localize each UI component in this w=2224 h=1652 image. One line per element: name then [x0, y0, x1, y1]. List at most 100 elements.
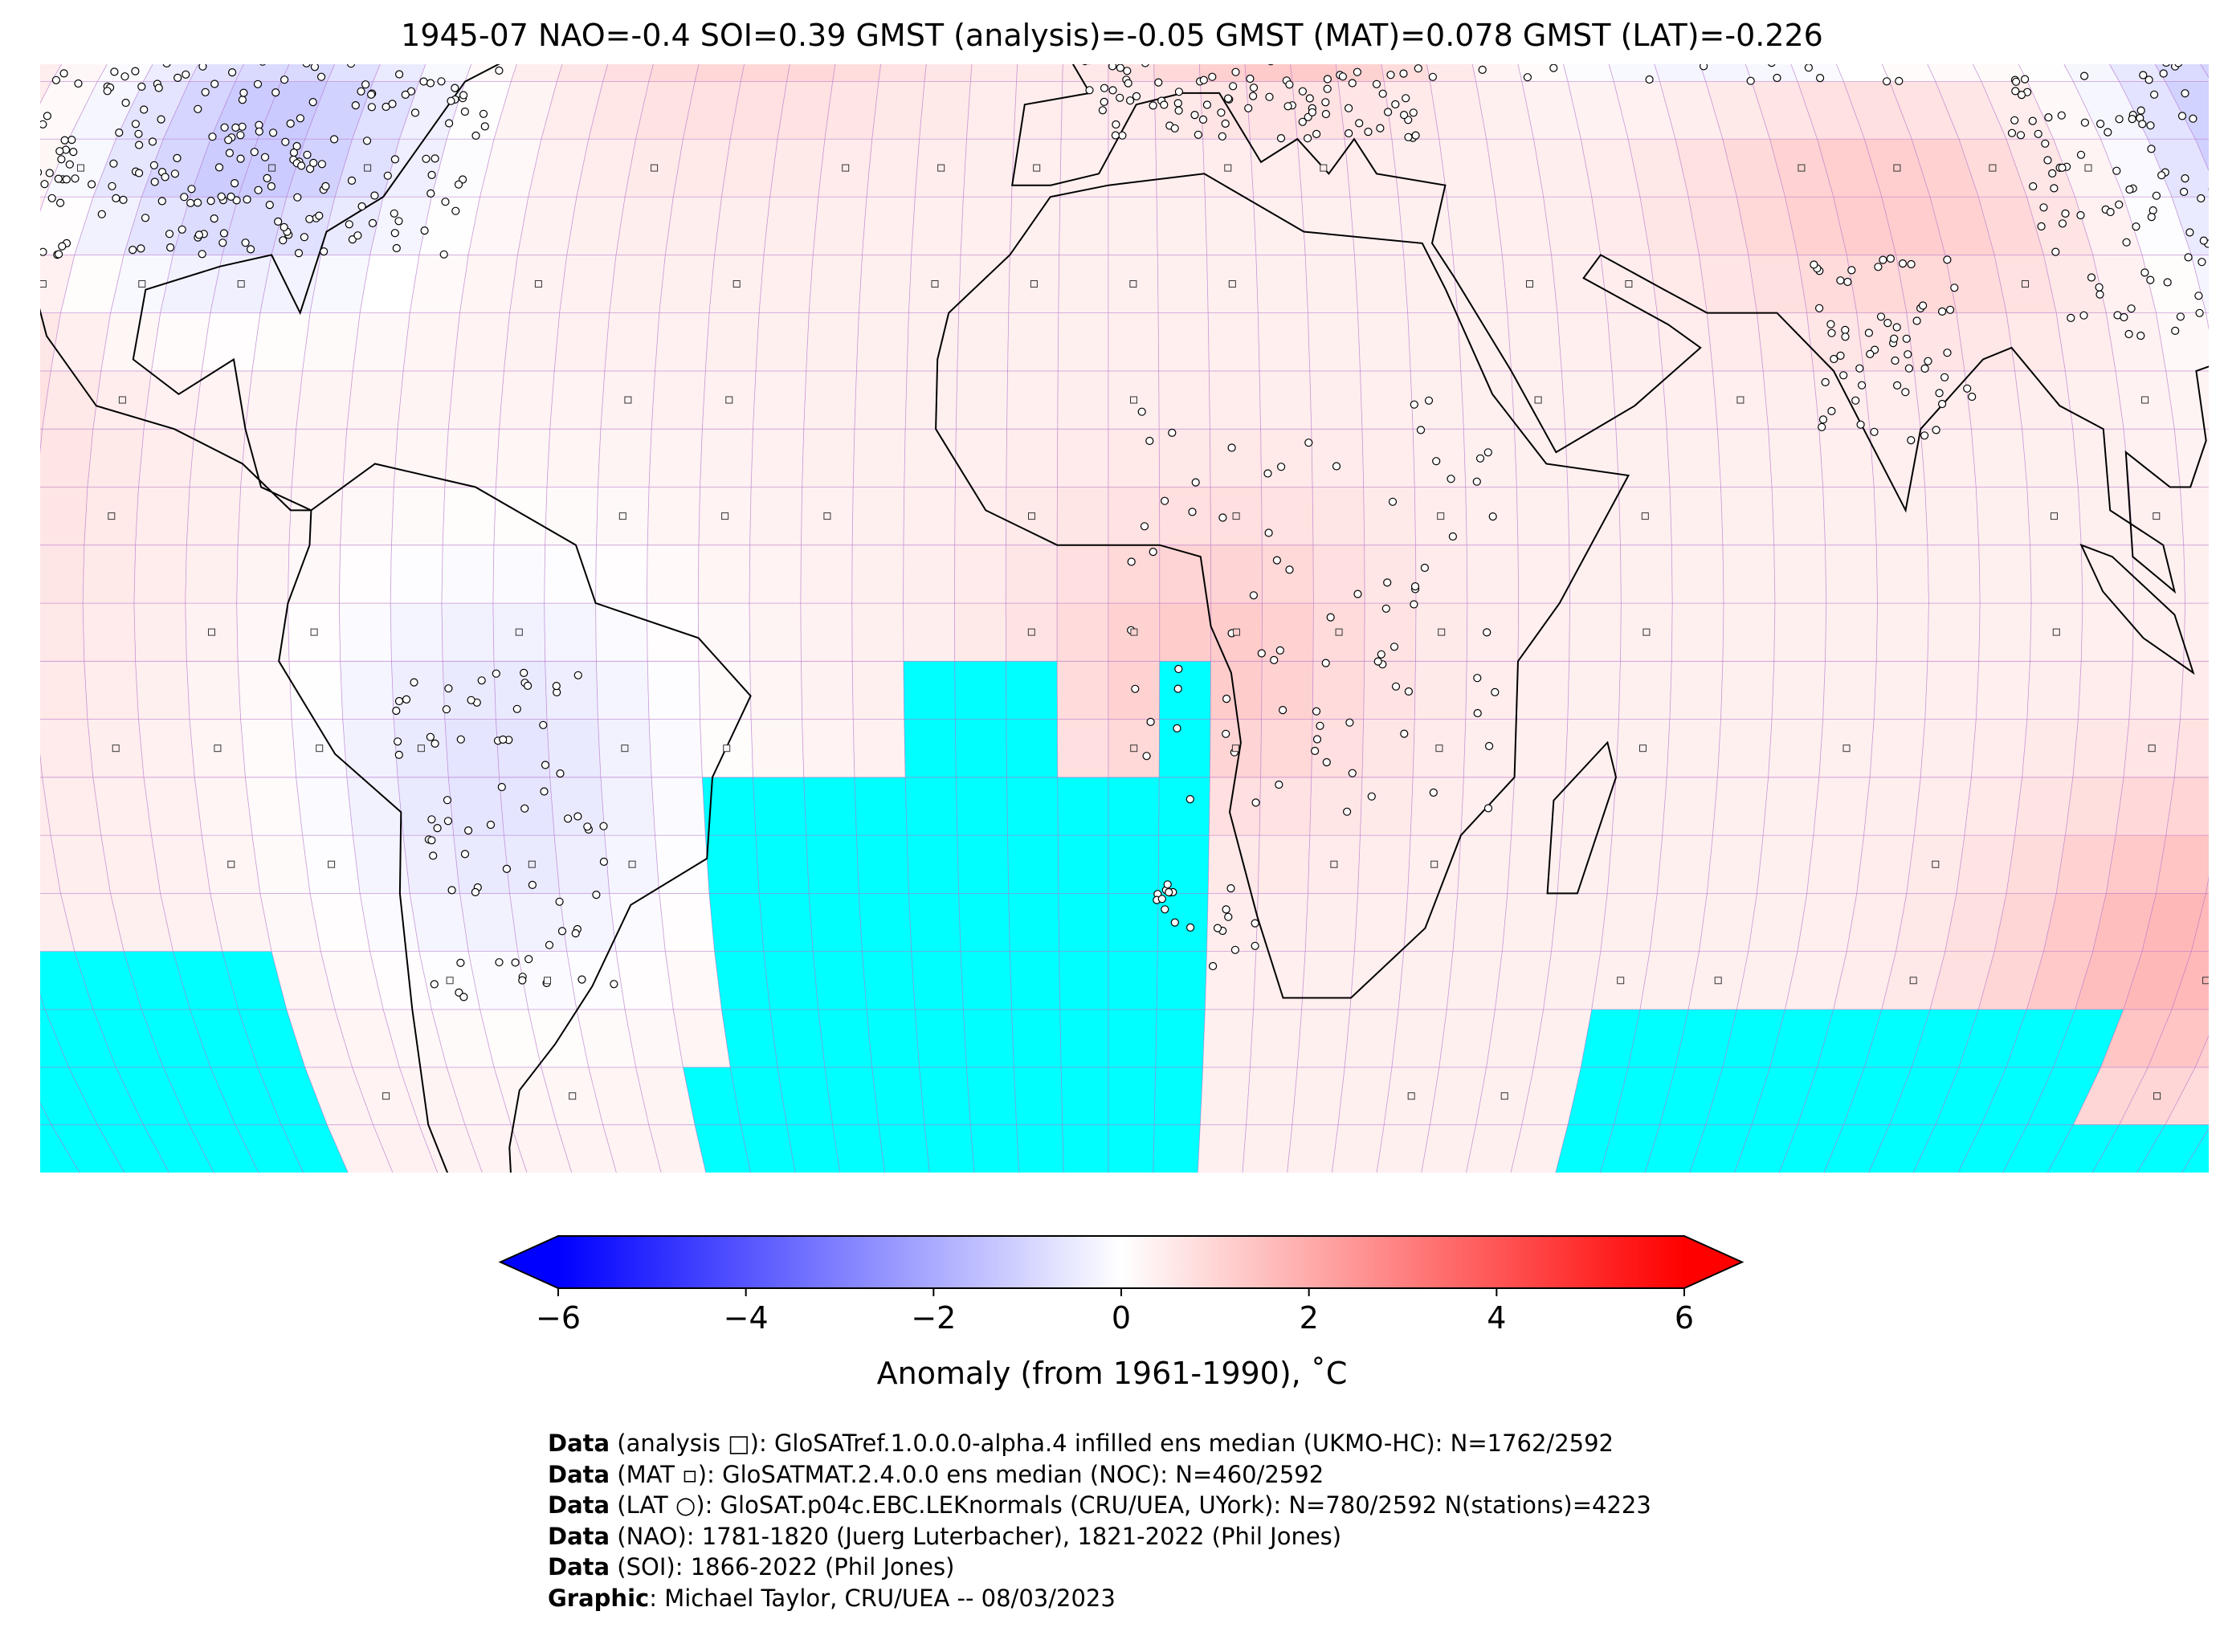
- analysis-marker: [569, 1092, 577, 1100]
- grid-cell: [559, 255, 617, 313]
- grid-cell: [1287, 1124, 1339, 1173]
- station-marker: [1488, 512, 1497, 521]
- grid-cell: [1706, 834, 1764, 894]
- station-marker: [1270, 655, 1279, 665]
- analysis-marker: [1798, 164, 1806, 172]
- station-marker: [1321, 109, 1331, 119]
- station-marker: [1404, 687, 1414, 696]
- grid-cell: [1514, 719, 1569, 778]
- grid-cell: [969, 64, 1018, 82]
- station-marker: [1344, 104, 1353, 112]
- station-marker: [492, 669, 500, 678]
- station-marker: [225, 149, 234, 157]
- station-marker: [1856, 420, 1865, 429]
- grid-cell: [1649, 893, 1708, 952]
- station-marker: [1901, 388, 1910, 397]
- station-marker: [1950, 283, 1959, 292]
- grid-cell: [240, 719, 297, 778]
- grid-cell: [871, 1067, 925, 1125]
- grid-cell: [1255, 893, 1308, 952]
- grid-cell: [749, 545, 802, 604]
- grid-cell: [904, 370, 958, 430]
- station-marker: [1432, 457, 1441, 466]
- grid-cell: [596, 660, 650, 720]
- station-marker: [303, 150, 312, 159]
- station-marker: [238, 122, 247, 131]
- grid-cell: [82, 602, 137, 662]
- station-marker: [1265, 92, 1274, 101]
- grid-cell: [459, 893, 518, 952]
- grid-cell: [1656, 834, 1713, 894]
- grid-cell: [655, 312, 710, 372]
- grid-cell: [546, 428, 602, 487]
- grid-cell: [1311, 428, 1365, 487]
- station-marker: [2039, 203, 2048, 212]
- station-marker: [1883, 77, 1891, 86]
- analysis-marker: [1714, 977, 1722, 985]
- station-marker: [2181, 174, 2189, 183]
- analysis-marker: [1129, 280, 1137, 288]
- station-marker: [1381, 604, 1390, 613]
- grid-cell: [1349, 951, 1405, 1010]
- station-marker: [571, 928, 580, 938]
- grid-cell: [1301, 951, 1355, 1010]
- grid-cell: [1457, 312, 1512, 372]
- station-marker: [1399, 110, 1409, 120]
- grid-cell: [1202, 1009, 1255, 1068]
- station-marker: [392, 243, 401, 253]
- station-marker: [2016, 131, 2026, 140]
- station-marker: [552, 681, 561, 691]
- station-marker: [497, 782, 506, 792]
- grid-cell: [1006, 660, 1058, 720]
- station-marker: [1912, 316, 1921, 325]
- grid-cell: [235, 64, 290, 82]
- station-marker: [427, 815, 436, 824]
- grid-cell: [609, 893, 666, 952]
- grid-cell: [903, 602, 956, 662]
- station-marker: [1483, 448, 1492, 457]
- grid-cell: [832, 1124, 885, 1173]
- station-marker: [394, 696, 404, 706]
- grid-cell: [1007, 834, 1059, 894]
- station-marker: [1367, 792, 1376, 801]
- station-marker: [2021, 75, 2030, 84]
- station-marker: [292, 141, 301, 151]
- grid-cell: [700, 428, 754, 487]
- grid-cell: [750, 428, 805, 487]
- station-marker: [437, 77, 446, 86]
- station-marker: [1082, 64, 1088, 66]
- grid-cell: [1978, 602, 2032, 662]
- grid-cell: [1363, 487, 1416, 546]
- analysis-marker: [328, 860, 336, 868]
- grid-cell: [1920, 428, 1977, 487]
- grid-cell: [1199, 1067, 1251, 1125]
- grid-cell: [906, 834, 960, 894]
- grid-cell: [903, 660, 956, 720]
- station-marker: [1411, 131, 1420, 140]
- grid-cell: [143, 370, 202, 430]
- station-marker: [426, 189, 435, 198]
- colorbar-tick-label: 2: [1300, 1300, 1319, 1336]
- grid-cell: [1716, 719, 1773, 778]
- station-marker: [390, 155, 399, 164]
- station-marker: [1475, 454, 1485, 463]
- station-marker: [456, 735, 465, 744]
- credit-line-lat: Data (LAT ○): GloSAT.p04c.EBC.LEKnormals…: [548, 1491, 1651, 1519]
- station-marker: [502, 864, 512, 874]
- grid-cell: [755, 834, 810, 894]
- grid-cell: [1060, 1067, 1109, 1125]
- grid-cell: [499, 370, 555, 430]
- station-marker: [1773, 73, 1781, 83]
- grid-cell: [2181, 1128, 2209, 1173]
- station-marker: [2177, 112, 2187, 120]
- grid-cell: [1706, 312, 1764, 372]
- station-marker: [2157, 171, 2166, 180]
- grid-cell: [51, 64, 108, 82]
- analysis-marker: [823, 512, 831, 520]
- grid-cell: [697, 602, 751, 662]
- station-marker: [157, 197, 166, 206]
- analysis-marker: [1437, 512, 1445, 520]
- station-marker: [1323, 84, 1332, 93]
- station-marker: [201, 88, 210, 96]
- grid-cell: [955, 370, 1009, 430]
